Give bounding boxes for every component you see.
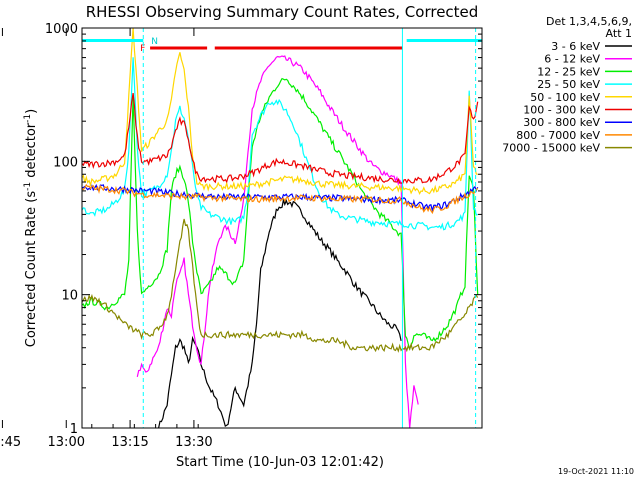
legend-label-4: 50 - 100 keV [530,91,600,104]
y-tick-label: 1000 [45,22,78,37]
legend-label-6: 300 - 800 keV [523,116,600,129]
flare-flag-bar-1 [214,46,403,50]
y-tick-label: 100 [53,155,78,170]
legend-label-0: 3 - 6 keV [551,40,600,53]
flare-flag-label: F [140,44,145,54]
y-axis-label-mid: detector [24,122,39,182]
y-axis-label-sup1: -1 [23,182,33,191]
series-line-1 [136,55,419,428]
series-layer [82,28,479,428]
night-flag-bar-1 [406,39,482,42]
series-line-0 [158,197,402,428]
series-line-7 [82,183,479,215]
legend-label-1: 6 - 12 keV [544,53,600,66]
x-tick-label: 12:45 [0,435,21,450]
y-axis-label-end: ) [24,109,39,114]
night-flag-label: N [151,37,158,47]
x-tick-label: 13:30 [175,435,212,450]
series-line-2 [82,77,479,351]
legend-label-7: 800 - 7000 keV [516,129,600,142]
legend-header-line1: Det 1,3,4,5,6,9, [546,15,632,28]
x-tick-label: 13:00 [48,435,85,450]
series-line-8 [82,218,479,353]
flare-flag-bar-0 [150,46,208,50]
legend-label-2: 12 - 25 keV [537,65,600,78]
series-line-4 [82,28,478,195]
plot-frame [81,27,483,429]
legend-label-3: 25 - 50 keV [537,78,600,91]
y-axis-label: Corrected Count Rate (s-1 detector-1) [23,109,39,347]
footer-date: 19-Oct-2021 11:10 [558,467,634,476]
chart-title: RHESSI Observing Summary Count Rates, Co… [86,3,479,21]
y-tick-label: 1 [70,422,78,437]
x-tick-label: 13:15 [111,435,148,450]
y-axis-label-sup2: -1 [23,114,33,123]
flag-layer: NF [82,28,482,428]
night-flag-bar-0 [82,39,144,42]
y-axis-label-main: Corrected Count Rate (s [24,191,39,348]
legend-label-5: 100 - 300 keV [523,104,600,117]
legend-label-8: 7000 - 15000 keV [502,142,600,155]
x-axis-label: Start Time (10-Jun-03 12:01:42) [176,455,384,470]
legend-header-line2: Att 1 [606,27,632,40]
y-tick-label: 10 [61,289,78,304]
series-line-5 [82,93,479,185]
